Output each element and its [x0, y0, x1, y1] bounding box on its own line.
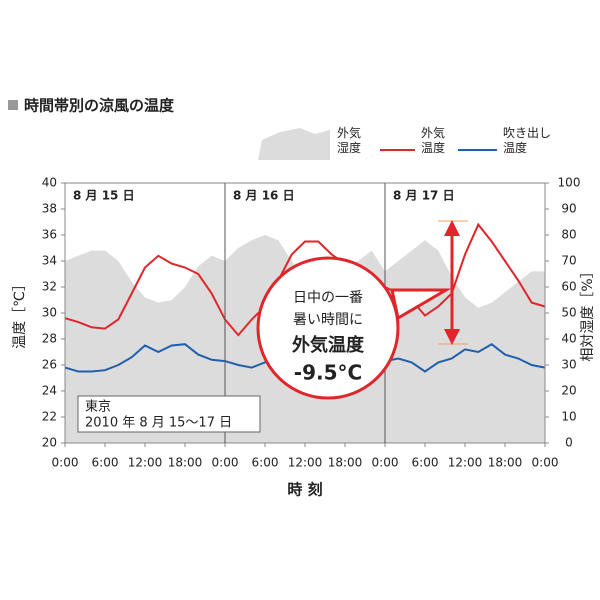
y-tick-label: 24: [42, 384, 57, 398]
y-tick-label: 36: [42, 228, 57, 242]
y2-tick-label: 40: [561, 332, 576, 346]
title-marker: [8, 100, 18, 110]
y2-tick-label: 80: [561, 228, 576, 242]
x-tick-label: 12:00: [288, 456, 323, 470]
location-box: [77, 395, 261, 433]
y-axis-label: 温度［℃］: [12, 277, 28, 349]
day-label: 8 月 17 日: [393, 189, 455, 203]
callout-text: -9.5°C: [294, 361, 362, 385]
x-tick-label: 0:00: [212, 456, 239, 470]
y-tick-label: 38: [42, 202, 57, 216]
y2-tick-label: 50: [561, 306, 576, 320]
y2-tick-label: 70: [561, 254, 576, 268]
x-tick-label: 6:00: [92, 456, 119, 470]
y2-tick-label: 30: [561, 358, 576, 372]
y2-axis-label: 相対湿度［%］: [580, 264, 596, 361]
x-tick-label: 18:00: [168, 456, 203, 470]
y2-tick-label: 20: [561, 384, 576, 398]
x-tick-label: 18:00: [328, 456, 363, 470]
legend-label: 外気温度: [421, 126, 446, 155]
x-tick-label: 12:00: [448, 456, 483, 470]
x-axis-label: 時 刻: [287, 481, 322, 499]
y-tick-label: 34: [42, 254, 57, 268]
x-tick-label: 6:00: [252, 456, 279, 470]
x-tick-label: 0:00: [372, 456, 399, 470]
location: 東京: [85, 399, 111, 415]
y2-tick-label: 90: [561, 202, 576, 216]
callout-text: 日中の一番: [293, 290, 363, 306]
callout-text: 外気温度: [292, 334, 365, 356]
day-label: 8 月 16 日: [233, 189, 295, 203]
legend-swatch: [258, 128, 330, 160]
y2-tick-label: 60: [561, 280, 576, 294]
y-tick-label: 20: [42, 436, 57, 450]
y-tick-label: 22: [42, 410, 57, 424]
y2-tick-label: 10: [561, 410, 576, 424]
x-tick-label: 0:00: [532, 456, 559, 470]
x-tick-label: 18:00: [488, 456, 523, 470]
legend-label: 外気湿度: [337, 126, 362, 155]
y-tick-label: 40: [42, 176, 57, 190]
callout: [256, 256, 400, 400]
x-tick-label: 12:00: [128, 456, 163, 470]
legend-label: 吹き出し温度: [503, 126, 552, 155]
callout-text: 暑い時間に: [293, 312, 363, 328]
y-tick-label: 30: [42, 306, 57, 320]
y2-tick-label: 0: [565, 436, 573, 450]
chart-title: 時間帯別の涼風の温度: [24, 97, 175, 115]
x-tick-label: 6:00: [412, 456, 439, 470]
temperature-line: [64, 222, 546, 337]
y-tick-label: 26: [42, 358, 57, 372]
arrow-head: [444, 220, 460, 236]
period: 2010 年 8 月 15〜17 日: [85, 416, 232, 431]
y-tick-label: 32: [42, 280, 57, 294]
x-tick-label: 0:00: [52, 456, 79, 470]
arrow-head: [444, 329, 460, 345]
day-label: 8 月 15 日: [73, 189, 135, 203]
y-tick-label: 28: [42, 332, 57, 346]
y2-tick-label: 100: [558, 176, 581, 190]
